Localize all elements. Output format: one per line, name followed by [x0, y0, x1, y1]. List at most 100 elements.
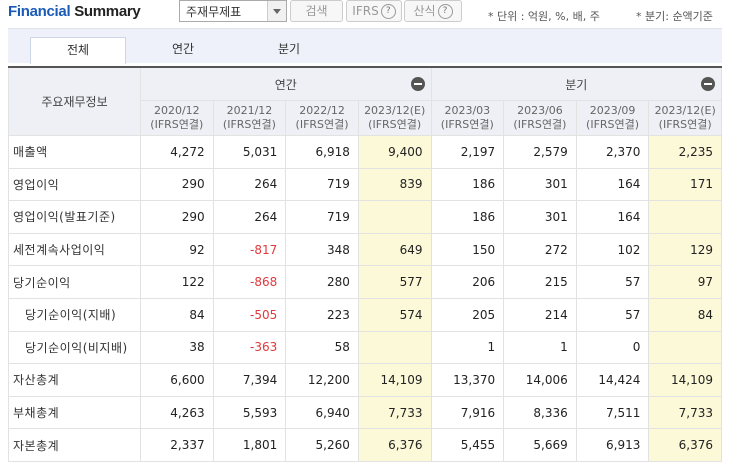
tab-quarter[interactable]: 분기 — [277, 42, 301, 56]
value-cell: 14,006 — [503, 363, 577, 397]
value-cell: 6,376 — [648, 428, 722, 462]
value-cell: 290 — [140, 200, 214, 234]
value-cell: 4,263 — [140, 395, 214, 430]
period-date: 2023/12(E) — [654, 104, 716, 117]
period-basis: (IFRS연결) — [222, 118, 276, 131]
period-basis: (IFRS연결) — [150, 118, 204, 131]
value-cell: 57 — [575, 265, 650, 299]
value-cell: 272 — [503, 232, 577, 267]
period-header: 2022/12 (IFRS연결) — [285, 100, 359, 136]
collapse-annual-icon[interactable] — [410, 77, 425, 91]
value-cell: -817 — [212, 232, 287, 267]
quarter-group-label: 분기 — [565, 77, 588, 92]
period-tabs: 전체 연간 분기 — [8, 28, 722, 64]
value-cell: 215 — [503, 265, 577, 299]
row-label: 자본총계 — [8, 428, 141, 462]
table-row: 당기순이익 122 -868 280 577 206 215 57 97 — [8, 265, 722, 299]
value-cell: 84 — [648, 297, 722, 332]
value-cell: 7,733 — [357, 395, 432, 430]
value-cell: 7,511 — [575, 395, 650, 430]
value-cell: 102 — [575, 232, 650, 267]
collapse-quarter-icon[interactable] — [701, 77, 715, 91]
value-cell: 150 — [430, 232, 505, 267]
formula-label: 산식 — [413, 4, 436, 18]
value-cell: 7,394 — [212, 363, 287, 397]
value-cell: 7,916 — [430, 395, 505, 430]
period-header: 2023/09 (IFRS연결) — [575, 100, 650, 136]
value-cell: 0 — [575, 330, 650, 365]
period-basis: (IFRS연결) — [513, 118, 567, 131]
value-cell: 839 — [357, 167, 432, 202]
value-cell: 84 — [140, 297, 214, 332]
value-cell: 4,272 — [140, 135, 214, 169]
table-row: 당기순이익(지배) 84 -505 223 574 205 214 57 84 — [8, 297, 722, 332]
value-cell: 2,197 — [430, 135, 505, 169]
annual-group-header: 연간 — [140, 66, 432, 101]
row-label: 매출액 — [8, 135, 141, 169]
value-cell: 348 — [285, 232, 359, 267]
statement-type-select[interactable]: 주재무제표 — [179, 0, 287, 22]
value-cell: 1 — [503, 330, 577, 365]
value-cell: 574 — [357, 297, 432, 332]
ifrs-help-button[interactable]: IFRS? — [346, 0, 402, 22]
value-cell: 719 — [285, 200, 359, 234]
table-row: 영업이익(발표기준) 290 264 719 186 301 164 — [8, 200, 722, 234]
value-cell: 6,600 — [140, 363, 214, 397]
period-header: 2021/12 (IFRS연결) — [212, 100, 287, 136]
value-cell: 205 — [430, 297, 505, 332]
value-cell: 1 — [430, 330, 505, 365]
value-cell: -363 — [212, 330, 287, 365]
tab-all[interactable]: 전체 — [30, 37, 126, 64]
table-row: 세전계속사업이익 92 -817 348 649 150 272 102 129 — [8, 232, 722, 267]
value-cell: 301 — [503, 200, 577, 234]
value-cell: 8,336 — [503, 395, 577, 430]
value-cell: 290 — [140, 167, 214, 202]
value-cell: 92 — [140, 232, 214, 267]
value-cell: 13,370 — [430, 363, 505, 397]
period-basis: (IFRS연결) — [368, 118, 422, 131]
unit-note: * 단위 : 억원, %, 배, 주 — [488, 10, 600, 23]
value-cell: 1,801 — [212, 428, 287, 462]
table-row: 매출액 4,272 5,031 6,918 9,400 2,197 2,579 2,370 2,… — [8, 135, 722, 169]
value-cell: 12,200 — [285, 363, 359, 397]
value-cell: 186 — [430, 200, 505, 234]
value-cell: 164 — [575, 167, 650, 202]
value-cell: 649 — [357, 232, 432, 267]
table-row: 영업이익 290 264 719 839 186 301 164 171 — [8, 167, 722, 202]
period-date: 2023/12(E) — [364, 104, 426, 117]
value-cell: 719 — [285, 167, 359, 202]
value-cell: 264 — [212, 200, 287, 234]
value-cell: 164 — [575, 200, 650, 234]
value-cell: 5,260 — [285, 428, 359, 462]
value-cell: 171 — [648, 167, 722, 202]
value-cell: 577 — [357, 265, 432, 299]
value-cell: 122 — [140, 265, 214, 299]
period-header: 2023/06 (IFRS연결) — [503, 100, 577, 136]
period-date: 2023/09 — [589, 104, 636, 117]
period-basis: (IFRS연결) — [658, 118, 712, 131]
search-button[interactable]: 검색 — [290, 0, 343, 22]
period-basis: (IFRS연결) — [440, 118, 494, 131]
period-date: 2023/03 — [444, 104, 491, 117]
help-icon: ? — [437, 4, 453, 19]
value-cell: 2,337 — [140, 428, 214, 462]
tab-annual[interactable]: 연간 — [171, 42, 195, 56]
row-header-label: 주요재무정보 — [8, 66, 141, 136]
value-cell: 280 — [285, 265, 359, 299]
formula-help-button[interactable]: 산식? — [404, 0, 462, 22]
value-cell: 38 — [140, 330, 214, 365]
value-cell: 14,109 — [648, 363, 722, 397]
chevron-down-icon[interactable] — [267, 1, 286, 21]
value-cell: 2,370 — [575, 135, 650, 169]
page-title: Financial Summary — [8, 3, 141, 20]
period-date: 2021/12 — [226, 104, 273, 117]
period-date: 2022/12 — [299, 104, 345, 117]
statement-type-value: 주재무제표 — [186, 5, 242, 19]
financial-summary-table: 주요재무정보 연간 분기 2020/12 (IFRS연결) 2021/12 (IFRS… — [8, 66, 722, 462]
value-cell: 5,031 — [212, 135, 287, 169]
value-cell: 5,593 — [212, 395, 287, 430]
value-cell: 6,940 — [285, 395, 359, 430]
row-label: 세전계속사업이익 — [8, 232, 141, 267]
value-cell: -868 — [212, 265, 287, 299]
period-basis: (IFRS연결) — [295, 118, 349, 131]
